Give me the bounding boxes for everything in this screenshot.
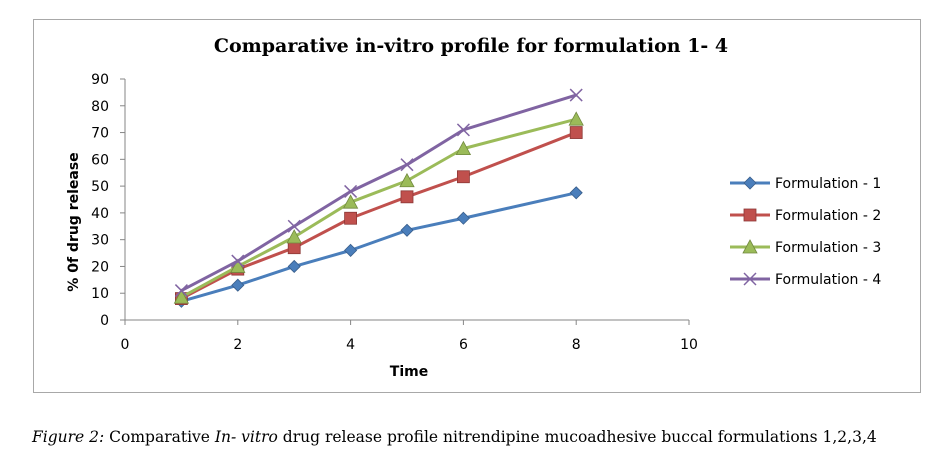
data-point [174, 284, 188, 298]
caption-italic: In- vitro [214, 428, 278, 446]
legend-label: Formulation - 4 [775, 272, 881, 288]
data-point [569, 186, 583, 200]
data-point [569, 126, 583, 139]
data-point-stroke [569, 88, 583, 102]
data-point [399, 172, 415, 188]
x-tick-label: 8 [572, 337, 581, 353]
x-axis-title: Time [390, 364, 428, 380]
data-point [743, 176, 757, 190]
data-point [743, 272, 757, 286]
data-point [173, 289, 190, 304]
y-tick-label: 90 [91, 72, 109, 88]
data-point [400, 190, 414, 204]
y-tick-label: 40 [91, 206, 109, 222]
legend-item-4: Formulation - 4 [730, 272, 881, 288]
data-point-stroke [456, 123, 470, 137]
series-1 [174, 186, 583, 308]
data-point [231, 254, 245, 268]
legend-item-1: Formulation - 1 [730, 176, 881, 192]
y-tick-label: 80 [91, 99, 109, 115]
data-point-stroke [287, 219, 301, 233]
legend: Formulation - 1 Formulation - 2 Formulatio… [730, 176, 881, 288]
data-point [456, 211, 470, 225]
data-point [568, 111, 584, 126]
data-point [287, 241, 301, 255]
x-tick-label: 10 [680, 337, 698, 353]
data-point-stroke [231, 254, 245, 268]
x-tick-label: 4 [346, 337, 355, 353]
data-point [400, 223, 414, 237]
series-layer [173, 88, 584, 308]
data-point [569, 88, 583, 102]
caption-text-2: drug release profile nitrendipine mucoad… [277, 428, 877, 446]
figure-caption: Figure 2: Comparative In- vitro drug rel… [32, 428, 932, 446]
data-point-stroke [743, 272, 757, 286]
y-axis-title: % 0f drug release [66, 152, 82, 291]
legend-item-3: Formulation - 3 [730, 239, 881, 256]
data-point [230, 258, 246, 273]
data-point-stroke [174, 284, 188, 298]
legend-item-2: Formulation - 2 [730, 208, 881, 224]
legend-label: Formulation - 1 [775, 176, 881, 192]
y-tick-label: 20 [91, 259, 109, 275]
caption-text-1: Comparative [104, 428, 215, 446]
caption-prefix: Figure 2: [32, 428, 105, 446]
data-point-stroke [344, 184, 358, 198]
y-tick-label: 50 [91, 179, 109, 195]
legend-label: Formulation - 2 [775, 208, 881, 224]
data-point [342, 194, 359, 209]
series-3 [173, 111, 584, 304]
y-tick-label: 60 [91, 152, 109, 168]
y-tick-label: 70 [91, 126, 109, 142]
data-point [287, 259, 301, 274]
x-tick-label: 0 [121, 337, 130, 353]
y-tick-label: 30 [91, 233, 109, 249]
data-point [344, 211, 358, 225]
data-point [344, 243, 358, 257]
data-point [456, 123, 470, 137]
data-point [455, 140, 472, 156]
series-4 [174, 88, 583, 298]
axes: 0 10 20 30 40 50 60 70 80 90 0 2 4 6 8 10 [91, 72, 698, 353]
chart-frame: Comparative in-vitro profile for formula… [33, 19, 921, 393]
data-point [286, 229, 302, 244]
data-point [742, 239, 758, 254]
data-point [456, 170, 470, 184]
series-2 [174, 126, 583, 305]
data-point [231, 278, 245, 292]
data-point [287, 219, 301, 233]
legend-label: Formulation - 3 [775, 240, 881, 256]
x-tick-label: 6 [459, 337, 468, 353]
data-point [743, 208, 757, 222]
chart-title: Comparative in-vitro profile for formula… [214, 35, 728, 57]
chart-svg: Comparative in-vitro profile for formula… [66, 35, 881, 380]
x-tick-label: 2 [233, 337, 242, 353]
y-tick-label: 10 [91, 286, 109, 302]
y-tick-label: 0 [100, 313, 109, 329]
data-point [400, 158, 414, 172]
data-point [344, 184, 358, 198]
data-point-stroke [400, 158, 414, 172]
